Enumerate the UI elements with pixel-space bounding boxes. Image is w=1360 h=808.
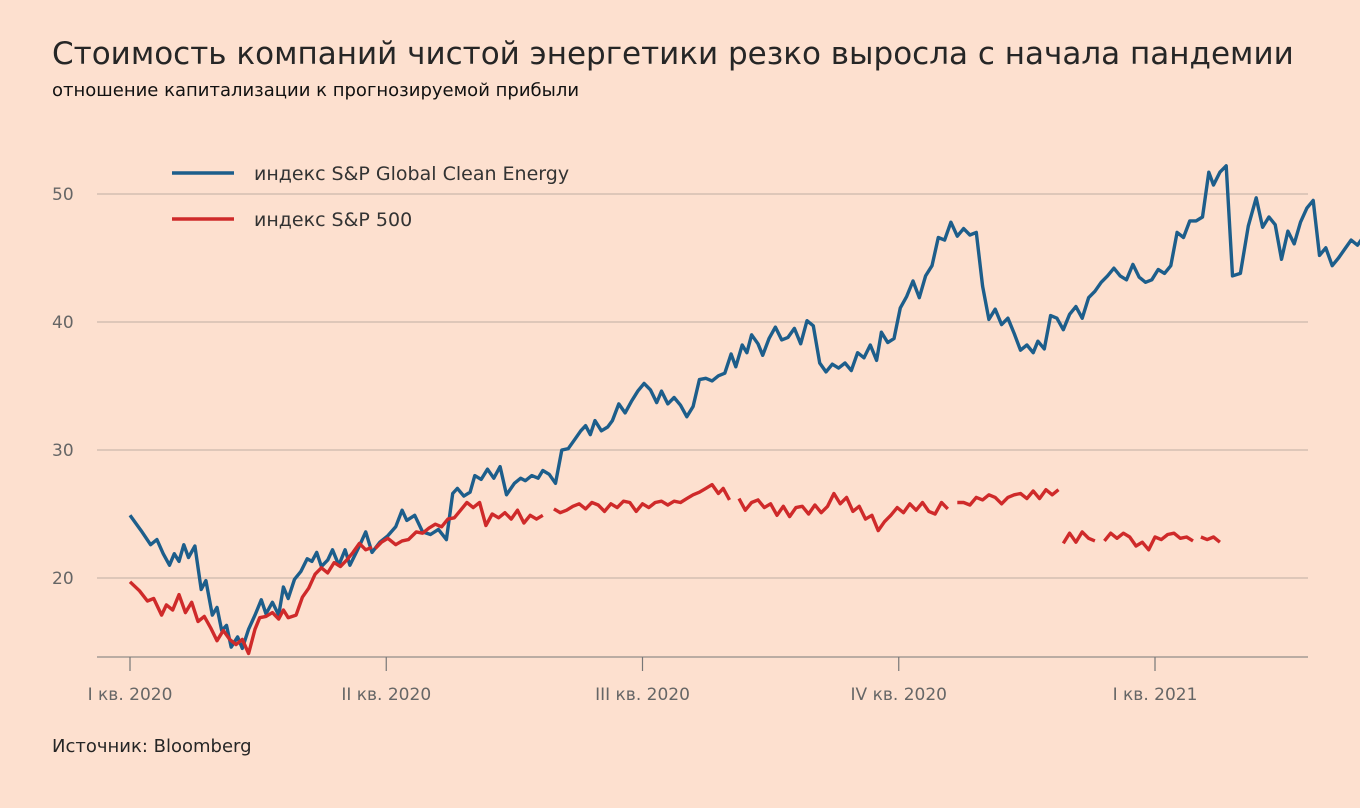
chart-title: Стоимость компаний чистой энергетики рез…: [52, 36, 1294, 72]
x-tick-label: II кв. 2020: [341, 685, 431, 705]
series-line-sp500-seg6: [1103, 531, 1194, 552]
series-line-sp500-seg7: [1200, 535, 1221, 544]
series-line-sp500-seg3: [737, 491, 950, 533]
chart-subtitle: отношение капитализации к прогнозируемой…: [52, 80, 580, 101]
source-note: Источник: Bloomberg: [52, 736, 252, 757]
y-tick-label: 30: [52, 441, 74, 461]
y-tick-label: 50: [52, 185, 74, 205]
y-tick-label: 40: [52, 313, 74, 333]
series-line-sp500-seg0: [128, 541, 373, 656]
legend-label-sp500: индекс S&P 500: [254, 209, 412, 231]
x-tick-label: IV кв. 2020: [851, 685, 947, 705]
y-tick-label: 20: [52, 569, 74, 589]
series-line-sp500-seg1: [373, 500, 544, 550]
x-tick-label: I кв. 2021: [1113, 685, 1198, 705]
x-tick-label: III кв. 2020: [595, 685, 690, 705]
series-line-sp500-seg5: [1061, 530, 1096, 545]
series-line-sp500-seg2: [553, 482, 731, 515]
x-tick-label: I кв. 2020: [88, 685, 173, 705]
legend-label-clean-energy: индекс S&P Global Clean Energy: [254, 163, 569, 185]
series-line-sp500-seg4: [957, 488, 1060, 507]
series-line-clean-energy: [128, 164, 1360, 651]
